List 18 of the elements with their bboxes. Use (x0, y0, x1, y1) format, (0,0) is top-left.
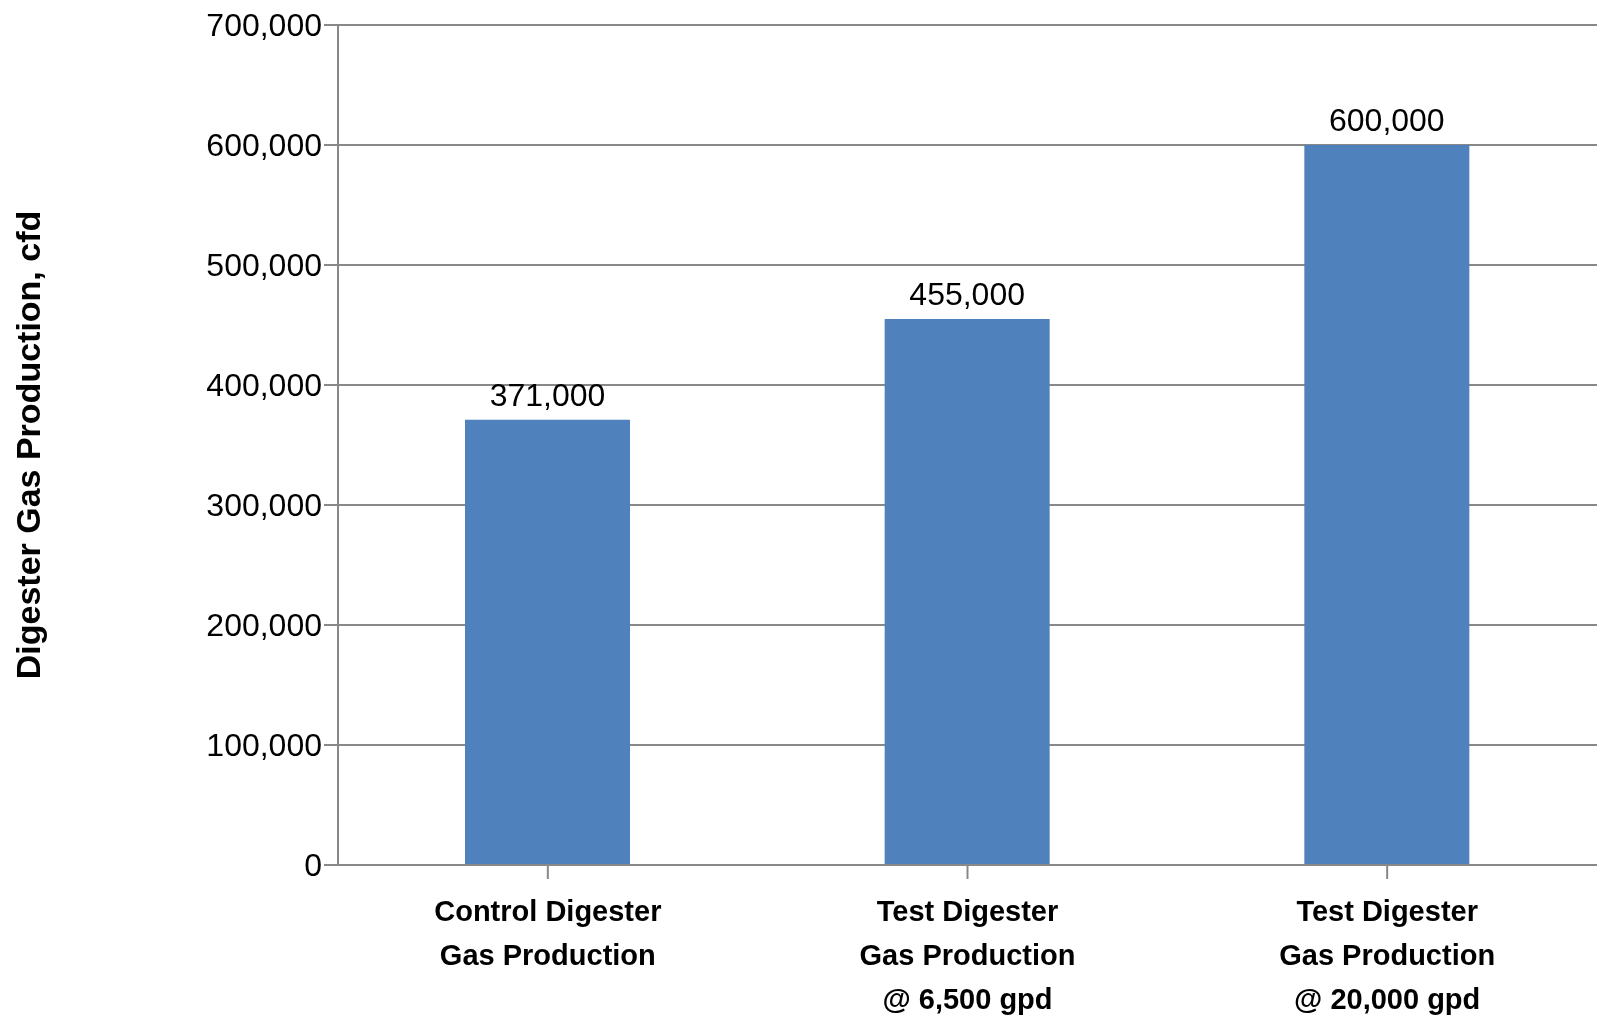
y-tick-label: 600,000 (206, 127, 322, 164)
x-tick-label: Control Digester Gas Production (434, 895, 662, 971)
data-label: 371,000 (489, 376, 606, 413)
data-label: 455,000 (909, 276, 1025, 312)
bar (1304, 145, 1470, 865)
bar (884, 319, 1050, 865)
x-tick-label: Test Digester Gas Production @ 20,000 gpd (1279, 895, 1496, 1015)
y-tick-label: 400,000 (206, 367, 322, 404)
y-tick-label: 700,000 (206, 7, 322, 44)
y-tick-label: 200,000 (206, 607, 322, 644)
y-tick-label: 0 (304, 847, 322, 884)
y-axis-title: Digester Gas Production, cfd (9, 210, 48, 680)
y-tick-label: 500,000 (206, 247, 322, 284)
bar (465, 419, 630, 865)
y-tick-label: 100,000 (206, 727, 322, 764)
x-tick-label: Test Digester Gas Production @ 6,500 gpd (859, 895, 1076, 1015)
data-label: 600,000 (1329, 102, 1445, 138)
y-tick-label: 300,000 (206, 487, 322, 524)
